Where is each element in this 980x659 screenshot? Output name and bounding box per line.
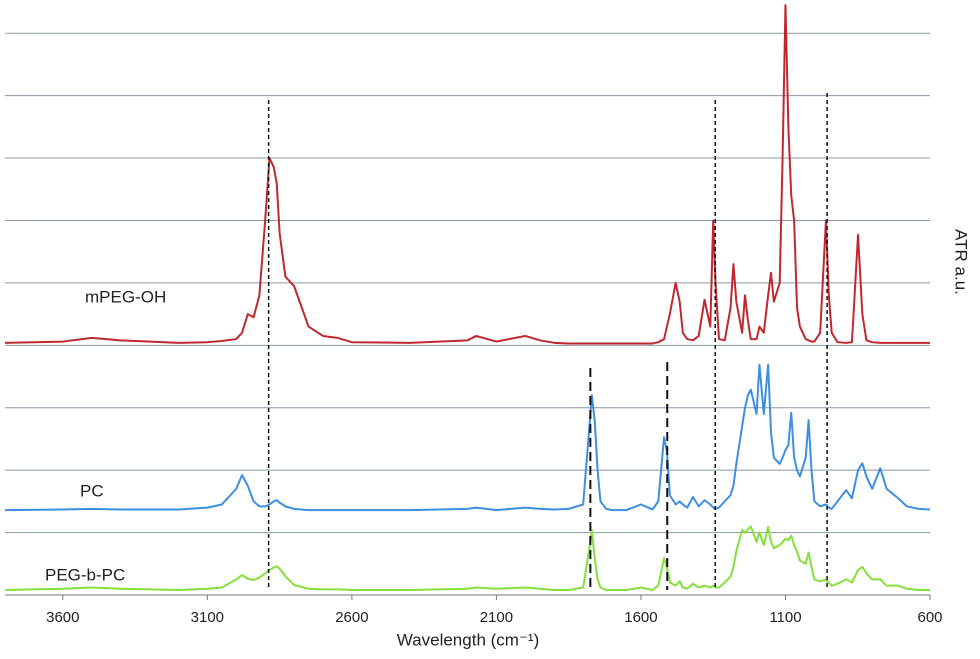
y-axis-title: ATR a.u. [952, 229, 971, 295]
series-label: PEG-b-PC [45, 565, 125, 584]
x-axis-title: Wavelength (cm⁻¹) [397, 630, 539, 649]
x-tick-label: 3600 [46, 609, 79, 626]
x-tick-label: 600 [917, 609, 942, 626]
series-label: mPEG-OH [85, 287, 166, 306]
spectrum-line [4, 525, 930, 592]
x-tick-label: 2100 [480, 609, 513, 626]
x-tick-label: 2600 [335, 609, 368, 626]
x-tick-label: 1100 [769, 609, 801, 626]
spectrum-line [4, 363, 931, 512]
series-label: PC [80, 481, 104, 500]
spectrum-line [4, 4, 930, 345]
x-tick-label: 1600 [624, 609, 657, 626]
x-tick-label: 3100 [191, 609, 224, 626]
